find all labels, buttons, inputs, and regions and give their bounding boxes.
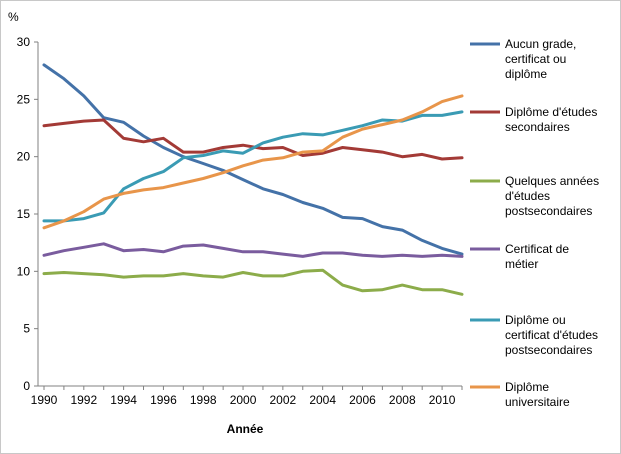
series-line-2 [42,118,464,161]
x-tick-label: 2002 [270,393,297,407]
x-tick-label: 1996 [150,393,177,407]
legend-label: universitaire [505,395,570,409]
legend-label: Certificat de [505,242,569,256]
series-lines [42,63,464,296]
legend-label: certificat d'études [505,328,598,342]
legend-label: Diplôme [505,380,549,394]
x-tick-label: 2006 [349,393,376,407]
y-tick-label: 30 [17,35,31,49]
y-axis-unit-label: % [8,10,19,24]
series-line-3 [42,268,464,296]
legend-label: Diplôme ou [505,313,566,327]
x-tick-label: 2010 [429,393,456,407]
x-tick-label: 2004 [309,393,336,407]
y-tick-label: 20 [17,150,31,164]
x-axis-title: Année [227,422,264,436]
series-line-1 [42,63,464,256]
legend-label: métier [505,257,538,271]
series-line-5 [42,110,464,223]
y-axis: 0 5 10 15 20 25 30 [17,35,39,393]
legend-label: d'études [505,189,550,203]
legend-label: postsecondaires [505,204,592,218]
x-tick-label: 2008 [389,393,416,407]
x-tick-label: 1994 [110,393,137,407]
legend-label: secondaires [505,120,570,134]
legend-label: diplôme [505,67,547,81]
x-tick-label: 1998 [190,393,217,407]
x-tick-label: 1992 [70,393,97,407]
legend-label: Aucun grade, [505,37,576,51]
legend-label: postsecondaires [505,343,592,357]
y-tick-label: 5 [23,322,30,336]
legend-label: Quelques années [505,174,599,188]
legend-label: Diplôme d'études [505,105,597,119]
x-tick-label: 2000 [230,393,257,407]
x-tick-label: 1990 [31,393,58,407]
y-tick-label: 10 [17,264,31,278]
y-tick-label: 15 [17,207,31,221]
y-tick-label: 25 [17,92,31,106]
x-axis: 1990 1992 1994 1996 1998 2000 2002 2004 2006 2008… [31,385,463,407]
series-line-4 [42,242,464,258]
legend-label: certificat ou [505,52,566,66]
y-tick-label: 0 [23,379,30,393]
series-line-6 [42,94,464,230]
